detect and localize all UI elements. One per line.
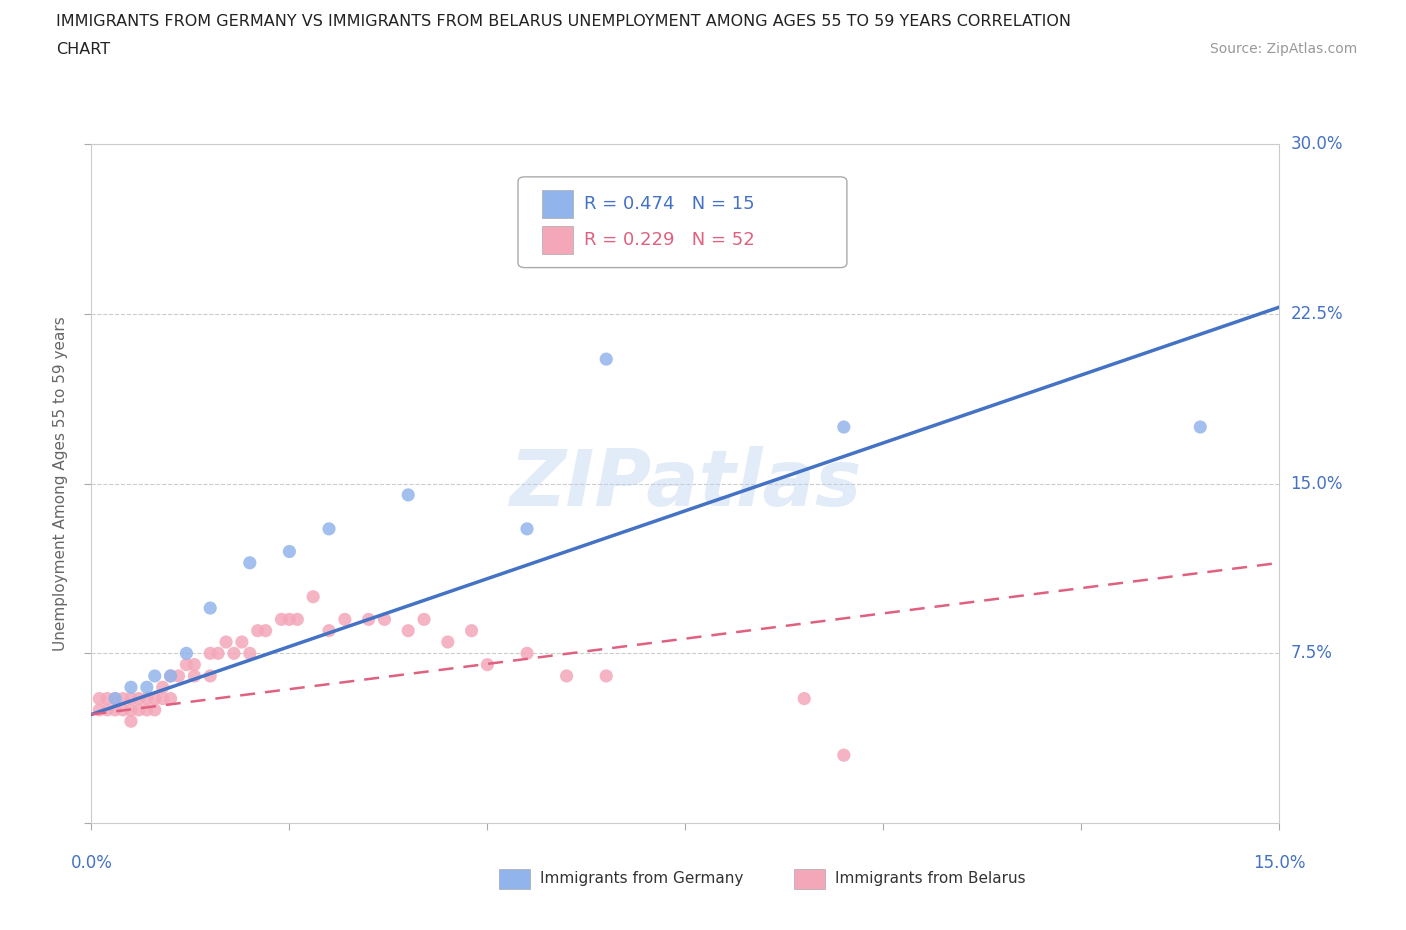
Point (832, 419, 855, 434)
Point (215, 634, 238, 649)
Point (1189, 419, 1212, 434)
Point (396, 623, 419, 638)
Point (143, 691, 166, 706)
Point (477, 658, 499, 672)
Point (104, 691, 127, 706)
Point (516, 522, 538, 537)
Point (159, 669, 181, 684)
Point (460, 623, 482, 638)
Point (318, 522, 340, 537)
Point (176, 658, 198, 672)
Text: Source: ZipAtlas.com: Source: ZipAtlas.com (1209, 42, 1357, 56)
Point (89, 702, 111, 717)
Point (200, 601, 222, 616)
Point (516, 646, 538, 661)
Text: R = 0.229   N = 52: R = 0.229 N = 52 (583, 232, 755, 249)
Point (200, 646, 222, 661)
Point (231, 634, 253, 649)
Point (167, 669, 190, 684)
Point (318, 623, 340, 638)
Point (112, 691, 135, 706)
Point (183, 669, 205, 684)
Point (207, 646, 229, 661)
Point (832, 748, 855, 763)
Point (152, 680, 174, 695)
Point (436, 634, 458, 649)
Point (152, 691, 174, 706)
Text: Immigrants from Germany: Immigrants from Germany (540, 871, 744, 886)
Point (278, 544, 301, 559)
Point (143, 669, 166, 684)
Point (239, 555, 262, 570)
Point (357, 612, 380, 627)
Text: 15.0%: 15.0% (1253, 854, 1306, 871)
Point (104, 691, 127, 706)
Point (96, 702, 118, 717)
Point (135, 691, 157, 706)
Point (333, 612, 356, 627)
Point (555, 669, 578, 684)
Text: 30.0%: 30.0% (1291, 135, 1343, 153)
Point (595, 352, 617, 366)
Text: IMMIGRANTS FROM GERMANY VS IMMIGRANTS FROM BELARUS UNEMPLOYMENT AMONG AGES 55 TO: IMMIGRANTS FROM GERMANY VS IMMIGRANTS FR… (56, 14, 1071, 29)
Point (89, 691, 111, 706)
Point (302, 590, 325, 604)
Point (120, 702, 142, 717)
Point (143, 702, 166, 717)
Point (396, 487, 419, 502)
Point (128, 691, 150, 706)
Text: CHART: CHART (56, 42, 110, 57)
Point (270, 612, 292, 627)
Text: Immigrants from Belarus: Immigrants from Belarus (835, 871, 1026, 886)
Point (183, 658, 205, 672)
Point (135, 702, 157, 717)
Point (200, 669, 222, 684)
Text: ZIPatlas: ZIPatlas (509, 445, 862, 522)
Point (246, 623, 269, 638)
Y-axis label: Unemployment Among Ages 55 to 59 years: Unemployment Among Ages 55 to 59 years (53, 316, 69, 651)
Point (128, 702, 150, 717)
Text: 22.5%: 22.5% (1291, 305, 1343, 323)
Point (239, 646, 262, 661)
Text: 15.0%: 15.0% (1291, 474, 1343, 493)
Text: 7.5%: 7.5% (1291, 644, 1333, 662)
Point (793, 691, 815, 706)
Point (135, 680, 157, 695)
Point (278, 612, 301, 627)
Point (413, 612, 436, 627)
Point (176, 646, 198, 661)
Point (373, 612, 395, 627)
Point (159, 691, 181, 706)
Point (112, 702, 135, 717)
Text: 0.0%: 0.0% (70, 854, 112, 871)
Point (285, 612, 308, 627)
Point (104, 702, 127, 717)
Point (120, 714, 142, 729)
Point (595, 669, 617, 684)
Text: R = 0.474   N = 15: R = 0.474 N = 15 (583, 195, 755, 213)
Point (96, 691, 118, 706)
Point (159, 669, 181, 684)
Point (222, 646, 245, 661)
Point (254, 623, 277, 638)
Point (120, 691, 142, 706)
Point (120, 680, 142, 695)
